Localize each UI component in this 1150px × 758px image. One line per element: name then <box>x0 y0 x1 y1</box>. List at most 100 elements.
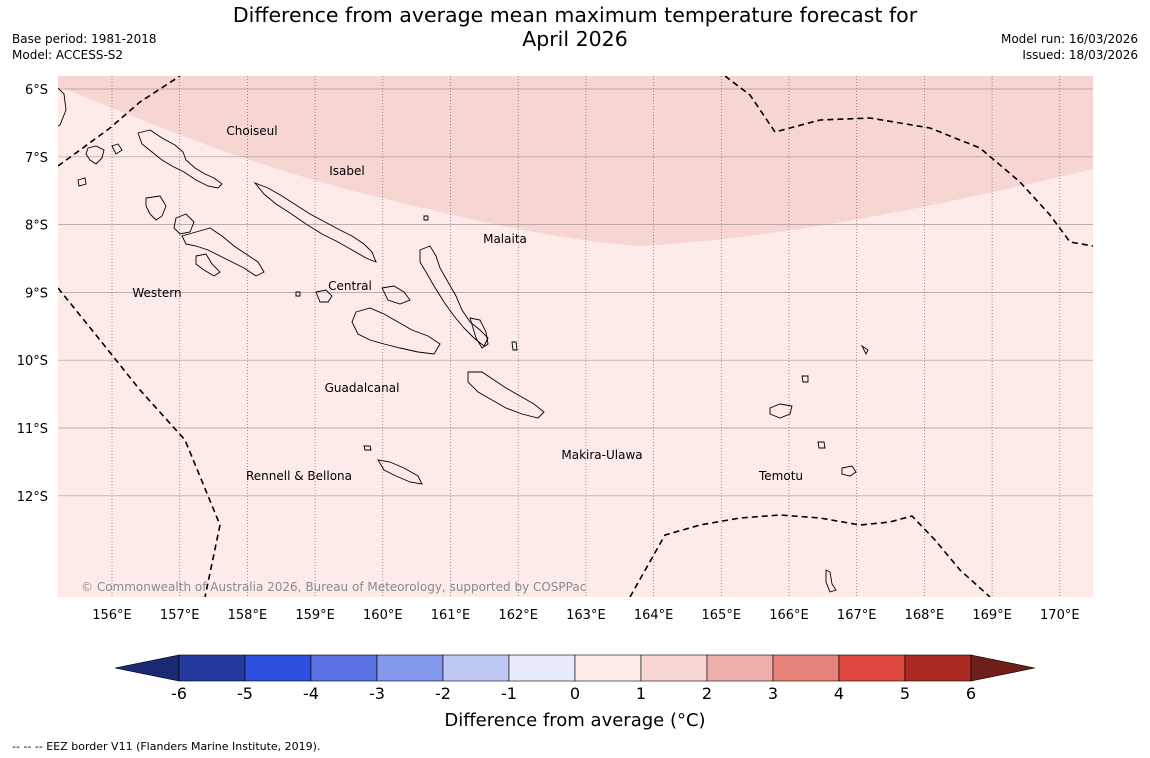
island-small-2 <box>295 291 301 297</box>
copyright-notice: © Commonwealth of Australia 2026, Bureau… <box>81 580 587 594</box>
colorbar-segment <box>442 654 510 682</box>
colorbar-tick-label: 0 <box>569 684 581 703</box>
eez-legend-note: -- -- -- EEZ border V11 (Flanders Marine… <box>12 740 321 753</box>
island-bougainville <box>58 87 67 127</box>
island-anuta <box>825 569 837 593</box>
label-western: Western <box>132 286 181 300</box>
island-shortland <box>85 145 105 165</box>
longitude-labels: 156°E 157°E 158°E 159°E 160°E 161°E 162°E 163°E… <box>92 608 1079 623</box>
coastlines <box>58 87 869 593</box>
label-central: Central <box>328 279 372 293</box>
lon-label: 162°E <box>498 608 538 623</box>
lon-label: 160°E <box>363 608 403 623</box>
colorbar-tick-label: -1 <box>501 684 517 703</box>
lat-label: 12°S <box>17 490 48 505</box>
lon-label: 159°E <box>295 608 335 623</box>
lon-label: 168°E <box>905 608 945 623</box>
label-isabel: Isabel <box>329 164 364 178</box>
island-duff <box>801 375 809 383</box>
colorbar-tick-label: -5 <box>237 684 253 703</box>
colorbar-segment <box>244 654 312 682</box>
island-choiseul <box>137 129 223 189</box>
island-small-1 <box>77 177 87 187</box>
island-vangunu <box>195 253 221 277</box>
island-vanikoro <box>817 441 826 449</box>
lon-label: 170°E <box>1040 608 1080 623</box>
colorbar-segment <box>904 654 972 682</box>
label-temotu: Temotu <box>758 469 803 483</box>
lon-label: 163°E <box>566 608 606 623</box>
colorbar <box>114 654 1036 682</box>
island-new-georgia <box>181 227 265 277</box>
issued-date: Issued: 18/03/2026 <box>1022 48 1138 62</box>
lon-label: 164°E <box>634 608 674 623</box>
colorbar-tick-label: -3 <box>369 684 385 703</box>
lat-label: 11°S <box>17 422 48 437</box>
colorbar-over-arrow <box>970 654 1036 682</box>
lon-label: 156°E <box>92 608 132 623</box>
map-title: Difference from average mean maximum tem… <box>200 3 950 51</box>
colorbar-title: Difference from average (°C) <box>444 710 706 731</box>
model-run: Model run: 16/03/2026 <box>1000 32 1138 46</box>
label-malaita: Malaita <box>483 232 527 246</box>
colorbar-tick-label: 4 <box>833 684 845 703</box>
colorbar-tick-label: 5 <box>899 684 911 703</box>
island-nggela <box>381 285 411 305</box>
lat-label: 9°S <box>25 286 48 301</box>
lat-label: 6°S <box>25 83 48 98</box>
lon-label: 158°E <box>228 608 268 623</box>
island-tikopia <box>841 465 857 477</box>
graticule <box>58 76 1093 597</box>
island-rennell <box>377 459 423 485</box>
island-guadalcanal <box>351 307 441 355</box>
meta-right: Model run: 16/03/2026 Issued: 18/03/2026 <box>1001 31 1138 63</box>
lat-label: 10°S <box>17 354 48 369</box>
base-period: Base period: 1981-2018 <box>12 32 157 46</box>
colorbar-tick-label: -2 <box>435 684 451 703</box>
colorbar-segment <box>178 654 246 682</box>
island-fauro <box>111 143 123 155</box>
lon-label: 166°E <box>769 608 809 623</box>
meta-left: Base period: 1981-2018 Model: ACCESS-S2 <box>12 31 157 63</box>
lon-label: 165°E <box>702 608 742 623</box>
colorbar-tick-label: 3 <box>767 684 779 703</box>
lon-label: 167°E <box>837 608 877 623</box>
colorbar-segment <box>574 654 642 682</box>
colorbar-under-arrow <box>114 654 180 682</box>
label-makira-ulawa: Makira-Ulawa <box>561 448 642 462</box>
colorbar-segments <box>178 654 972 682</box>
label-guadalcanal: Guadalcanal <box>325 381 400 395</box>
island-vella-lavella <box>145 195 167 221</box>
lon-label: 169°E <box>972 608 1012 623</box>
lon-label: 157°E <box>160 608 200 623</box>
colorbar-segment <box>508 654 576 682</box>
lat-label: 8°S <box>25 219 48 234</box>
colorbar-segment <box>310 654 378 682</box>
colorbar-segment <box>640 654 708 682</box>
anomaly-band-1-2 <box>58 76 1093 246</box>
island-small-malaita <box>469 317 489 349</box>
colorbar-tick-label: -6 <box>171 684 187 703</box>
label-rennell-bellona: Rennell & Bellona <box>246 469 352 483</box>
island-nendo <box>769 403 793 419</box>
colorbar-segment <box>376 654 444 682</box>
island-small-3 <box>423 215 429 221</box>
island-russell <box>315 289 333 303</box>
colorbar-segment <box>838 654 906 682</box>
island-makira <box>467 371 545 419</box>
island-kolombangara <box>173 213 195 235</box>
island-reef <box>860 344 869 356</box>
island-ulawa <box>511 341 518 351</box>
island-bellona <box>363 445 372 451</box>
lon-label: 161°E <box>431 608 471 623</box>
island-malaita <box>419 245 489 347</box>
label-choiseul: Choiseul <box>226 124 277 138</box>
title-line-2: April 2026 <box>522 27 628 51</box>
region-labels: Choiseul Isabel Malaita Western Central … <box>132 124 803 483</box>
island-isabel <box>253 181 377 263</box>
colorbar-tick-label: 2 <box>701 684 713 703</box>
title-line-1: Difference from average mean maximum tem… <box>232 3 918 27</box>
colorbar-tick-label: -4 <box>303 684 319 703</box>
model-name: Model: ACCESS-S2 <box>12 48 124 62</box>
